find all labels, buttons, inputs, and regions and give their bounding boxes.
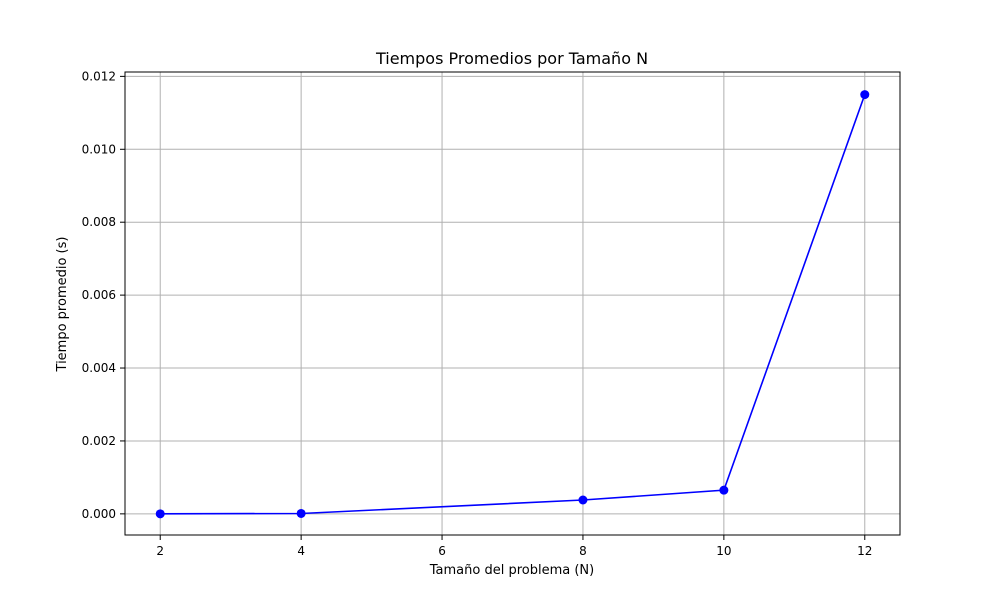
grid xyxy=(125,72,900,535)
y-tick-label: 0.008 xyxy=(82,215,116,229)
chart-title: Tiempos Promedios por Tamaño N xyxy=(375,49,648,68)
data-point xyxy=(578,495,588,505)
data-point xyxy=(155,509,165,519)
ticks: 2 4 6 8 10 12 0.000 0.002 0.004 0.006 0.008 0.010 0.… xyxy=(82,69,873,558)
y-tick-label: 0.004 xyxy=(82,361,116,375)
x-tick-label: 4 xyxy=(297,544,305,558)
data-point xyxy=(296,508,306,518)
y-tick-label: 0.010 xyxy=(82,142,116,156)
x-axis-label: Tamaño del problema (N) xyxy=(429,563,594,578)
data-point xyxy=(860,90,870,100)
x-tick-label: 10 xyxy=(716,544,731,558)
x-tick-label: 6 xyxy=(438,544,446,558)
series-layer xyxy=(155,90,870,519)
y-axis-label: Tiempo promedio (s) xyxy=(55,237,70,373)
y-tick-label: 0.012 xyxy=(82,69,116,83)
y-tick-label: 0.000 xyxy=(82,507,116,521)
axes-frame xyxy=(124,71,901,536)
y-tick-label: 0.006 xyxy=(82,288,116,302)
y-tick-label: 0.002 xyxy=(82,434,116,448)
x-tick-label: 2 xyxy=(156,544,164,558)
x-tick-label: 12 xyxy=(857,544,872,558)
data-point xyxy=(719,485,729,495)
x-tick-label: 8 xyxy=(579,544,587,558)
